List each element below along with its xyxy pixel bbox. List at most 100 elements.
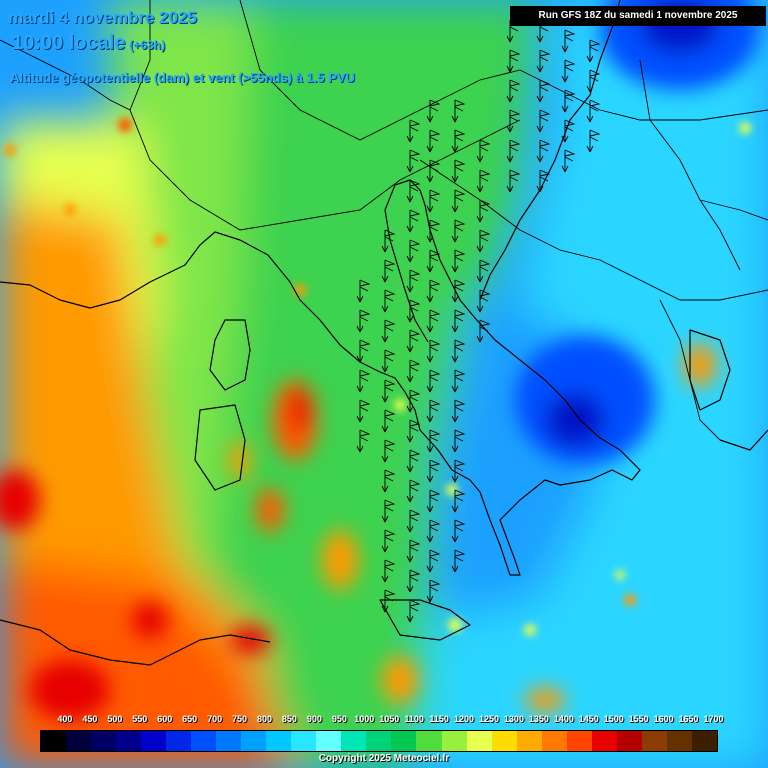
wind-barb xyxy=(406,149,421,173)
wind-barb xyxy=(586,99,601,123)
wind-barb xyxy=(381,319,396,343)
legend-tick-label: 750 xyxy=(232,714,248,724)
legend-tick-label: 1500 xyxy=(603,714,624,724)
wind-barb xyxy=(451,189,466,213)
legend-tick-label: 1350 xyxy=(528,714,549,724)
legend-swatch xyxy=(141,731,167,751)
legend-swatch xyxy=(591,731,617,751)
wind-barb xyxy=(476,319,491,343)
legend-swatch xyxy=(491,731,517,751)
legend-tick-label: 1400 xyxy=(553,714,574,724)
legend-tick-label: 1250 xyxy=(478,714,500,724)
wind-barb xyxy=(451,549,466,573)
legend-swatch xyxy=(341,731,367,751)
legend-tick-label: 650 xyxy=(182,714,198,724)
wind-barb xyxy=(451,489,466,513)
wind-barb xyxy=(381,469,396,493)
legend-swatch xyxy=(566,731,592,751)
forecast-time: 10:00 locale (+63h) xyxy=(12,32,165,55)
wind-barb xyxy=(356,339,371,363)
forecast-time-value: 10:00 locale xyxy=(12,32,126,54)
wind-barb xyxy=(426,159,441,183)
legend-swatch xyxy=(191,731,217,751)
wind-barb xyxy=(476,199,491,223)
forecast-lead: (+63h) xyxy=(129,38,166,52)
wind-barb xyxy=(451,249,466,273)
legend-tick-label: 550 xyxy=(132,714,148,724)
wind-barb xyxy=(426,189,441,213)
legend-tick-label: 450 xyxy=(82,714,98,724)
legend-swatch xyxy=(391,731,417,751)
wind-barb xyxy=(451,309,466,333)
wind-barb xyxy=(381,529,396,553)
wind-barb xyxy=(381,289,396,313)
wind-barb xyxy=(356,399,371,423)
wind-barb xyxy=(561,59,576,83)
legend-tick-label: 1150 xyxy=(429,714,449,724)
wind-barb xyxy=(506,109,521,133)
wind-barb xyxy=(406,599,421,623)
legend-swatch xyxy=(466,731,492,751)
legend-swatch xyxy=(366,731,392,751)
wind-barb xyxy=(586,39,601,63)
legend-swatch xyxy=(516,731,542,751)
legend-tick-label: 1550 xyxy=(628,714,649,724)
wind-barb xyxy=(426,249,441,273)
wind-barb xyxy=(536,79,551,103)
wind-barb xyxy=(451,279,466,303)
wind-barb xyxy=(406,569,421,593)
wind-barb xyxy=(426,369,441,393)
wind-barb xyxy=(381,409,396,433)
legend-swatch xyxy=(616,731,642,751)
legend-tick-label: 700 xyxy=(207,714,223,724)
legend-swatch xyxy=(541,731,567,751)
wind-barb xyxy=(476,289,491,313)
wind-barb xyxy=(536,169,551,193)
legend-swatch xyxy=(166,731,192,751)
wind-barb xyxy=(451,219,466,243)
wind-barb xyxy=(406,539,421,563)
legend-swatch xyxy=(91,731,117,751)
wind-barb xyxy=(536,139,551,163)
wind-barb xyxy=(426,339,441,363)
wind-barb xyxy=(536,49,551,73)
wind-barb xyxy=(451,459,466,483)
map-subtitle: Altitude géopotentielle (dam) et vent (>… xyxy=(10,70,355,85)
wind-barb xyxy=(426,429,441,453)
wind-barb xyxy=(451,519,466,543)
legend-swatch xyxy=(316,731,342,751)
wind-barb xyxy=(451,99,466,123)
wind-barb xyxy=(506,49,521,73)
wind-barb xyxy=(426,549,441,573)
country-borders xyxy=(0,0,768,441)
wind-barb xyxy=(426,459,441,483)
wind-barb xyxy=(406,509,421,533)
wind-barb xyxy=(561,89,576,113)
legend-swatch xyxy=(291,731,317,751)
legend-swatch xyxy=(216,731,242,751)
coastlines xyxy=(0,0,768,666)
legend-swatch xyxy=(641,731,667,751)
forecast-date: mardi 4 novembre 2025 xyxy=(8,8,197,27)
wind-barb xyxy=(426,399,441,423)
legend-swatch xyxy=(116,731,142,751)
wind-barb xyxy=(381,229,396,253)
wind-barb xyxy=(406,269,421,293)
wind-barb xyxy=(536,109,551,133)
wind-barb xyxy=(406,179,421,203)
field-features xyxy=(0,0,760,720)
wind-barb xyxy=(451,369,466,393)
wind-barb xyxy=(406,389,421,413)
wind-barb xyxy=(406,359,421,383)
wind-barb xyxy=(426,309,441,333)
legend-swatch xyxy=(691,731,717,751)
legend-tick-label: 950 xyxy=(331,714,347,724)
wind-barb xyxy=(381,349,396,373)
wind-barb xyxy=(426,489,441,513)
wind-barb xyxy=(561,149,576,173)
legend-tick-label: 1650 xyxy=(678,714,699,724)
legend-tick-labels: 400 450 500 550 600 650 700 750 800 850 900 950 1000… xyxy=(40,714,723,728)
wind-barb xyxy=(406,209,421,233)
wind-barb xyxy=(406,299,421,323)
